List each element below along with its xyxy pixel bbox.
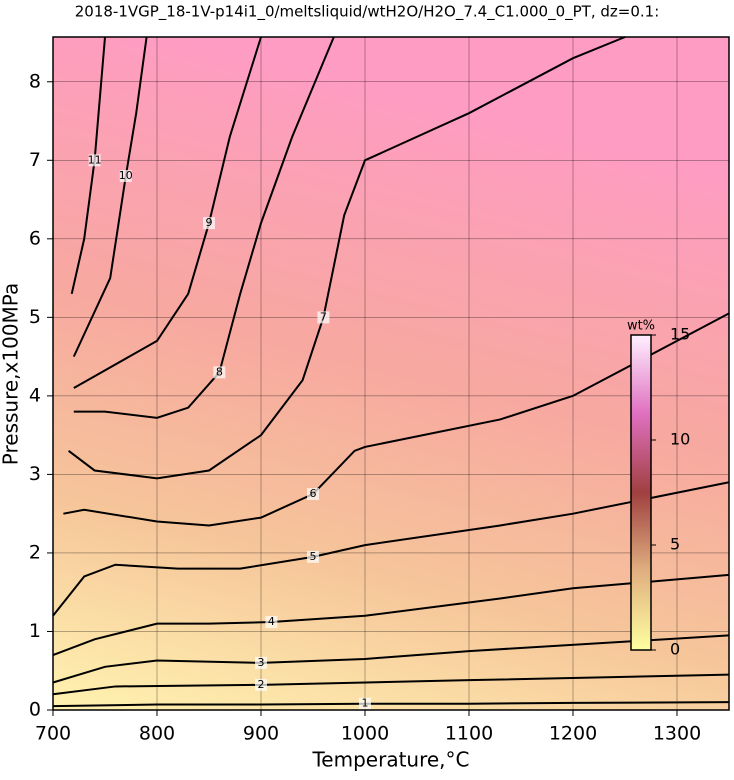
- x-tick-label: 1300: [653, 723, 701, 745]
- plot-frame: [52, 36, 730, 711]
- contour-line: [67, 36, 626, 480]
- y-tick-label: 2: [29, 541, 41, 563]
- plot-background: [53, 37, 729, 710]
- x-tick-label: 800: [139, 723, 175, 745]
- contour-label: 2: [258, 678, 265, 691]
- colorbar-label: wt%: [627, 319, 655, 334]
- y-tick-label: 3: [29, 463, 41, 485]
- contour-line: [52, 481, 730, 617]
- contour-label: 4: [268, 615, 275, 628]
- colorbar: [630, 334, 652, 651]
- y-tick-label: 4: [29, 384, 41, 406]
- contour-label: 8: [216, 365, 223, 378]
- x-tick-label: 1200: [549, 723, 597, 745]
- contour-line: [73, 36, 262, 389]
- x-tick-label: 900: [243, 723, 279, 745]
- x-axis-label: Temperature,°C: [311, 748, 469, 772]
- y-axis-label: Pressure,x100MPa: [0, 283, 23, 465]
- contour-line: [70, 36, 106, 295]
- x-tick-label: 1000: [341, 723, 389, 745]
- y-tick-label: 0: [29, 699, 41, 721]
- y-tick-label: 5: [29, 306, 41, 328]
- contour-label: 1: [362, 697, 369, 710]
- y-tick-label: 6: [29, 227, 41, 249]
- contour-label: 7: [320, 310, 327, 323]
- contour-label: 3: [258, 656, 265, 669]
- y-tick-label: 8: [29, 70, 41, 92]
- colorbar-tick-label: 15: [670, 325, 690, 344]
- colorbar-tick-label: 10: [670, 430, 690, 449]
- x-tick-label: 1100: [445, 723, 493, 745]
- contour-label: 11: [88, 153, 102, 166]
- y-tick-label: 1: [29, 620, 41, 642]
- contour-label: 9: [206, 216, 213, 229]
- colorbar-tick-label: 5: [670, 535, 680, 554]
- y-tick-label: 7: [29, 149, 41, 171]
- colorbar-tick-label: 0: [670, 640, 680, 659]
- chart-title: 2018-1VGP_18-1V-p14i1_0/meltsliquid/wtH2…: [75, 3, 660, 22]
- x-tick-label: 700: [35, 723, 71, 745]
- contour-label: 10: [119, 169, 133, 182]
- contour-label: 5: [310, 550, 317, 563]
- contour-label: 6: [310, 487, 317, 500]
